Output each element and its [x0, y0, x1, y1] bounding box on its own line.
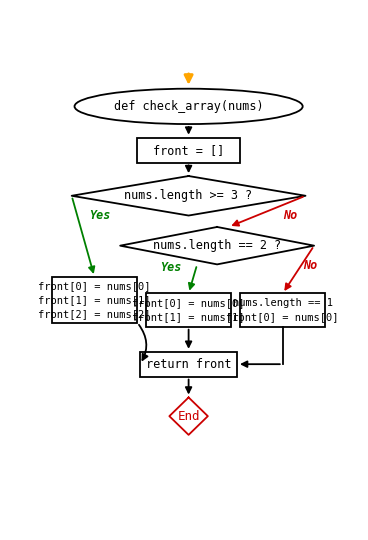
Text: Yes: Yes — [89, 208, 110, 221]
Text: Yes: Yes — [160, 261, 181, 274]
Text: nums.length == 1
front[0] = nums[0]: nums.length == 1 front[0] = nums[0] — [226, 298, 339, 322]
Text: No: No — [302, 259, 317, 272]
Text: End: End — [177, 410, 200, 423]
Text: front = []: front = [] — [153, 144, 224, 157]
Text: nums.length >= 3 ?: nums.length >= 3 ? — [124, 190, 253, 202]
Text: return front: return front — [146, 357, 231, 370]
Text: front[0] = nums[0]
front[1] = nums[1]: front[0] = nums[0] front[1] = nums[1] — [132, 298, 245, 322]
Text: def check_array(nums): def check_array(nums) — [114, 100, 263, 113]
Text: No: No — [283, 208, 297, 221]
Text: nums.length == 2 ?: nums.length == 2 ? — [153, 239, 281, 252]
Text: front[0] = nums[0]
front[1] = nums[1]
front[2] = nums[2]: front[0] = nums[0] front[1] = nums[1] fr… — [38, 281, 151, 319]
